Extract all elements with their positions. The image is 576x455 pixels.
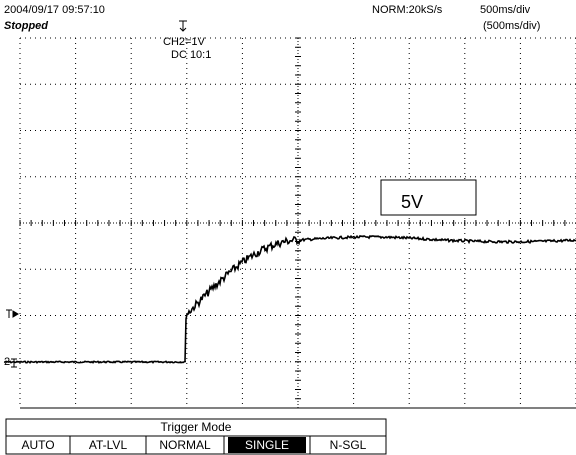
menu-option: SINGLE <box>245 438 289 452</box>
timebase-sub: (500ms/div) <box>483 20 540 32</box>
menu-option: AT-LVL <box>89 438 128 452</box>
menu-button-highlight <box>228 437 306 453</box>
menu-title: Trigger Mode <box>161 420 232 434</box>
channel-scale: CH2=1V <box>163 36 206 48</box>
trigger-level-marker <box>6 309 19 318</box>
menu-option: NORMAL <box>159 438 211 452</box>
timebase: 500ms/div <box>480 4 531 16</box>
trigger-position-marker <box>179 20 187 32</box>
annotation-box <box>380 179 477 216</box>
sample-rate: NORM:20kS/s <box>372 4 443 16</box>
annotation-text: 5V <box>401 192 423 212</box>
menu-option: AUTO <box>21 438 54 452</box>
ground-symbol <box>11 358 17 368</box>
channel-coupling: DC 10:1 <box>171 49 211 61</box>
status: Stopped <box>4 20 48 32</box>
menu-option: N-SGL <box>330 438 367 452</box>
graticule <box>19 37 576 409</box>
trigger-menu: Trigger Mode AUTO AT-LVL NORMAL SINGLE N-SGL <box>5 418 387 455</box>
waveform <box>3 234 576 364</box>
menu-button <box>309 435 387 455</box>
timestamp: 2004/09/17 09:57:10 <box>4 4 105 16</box>
